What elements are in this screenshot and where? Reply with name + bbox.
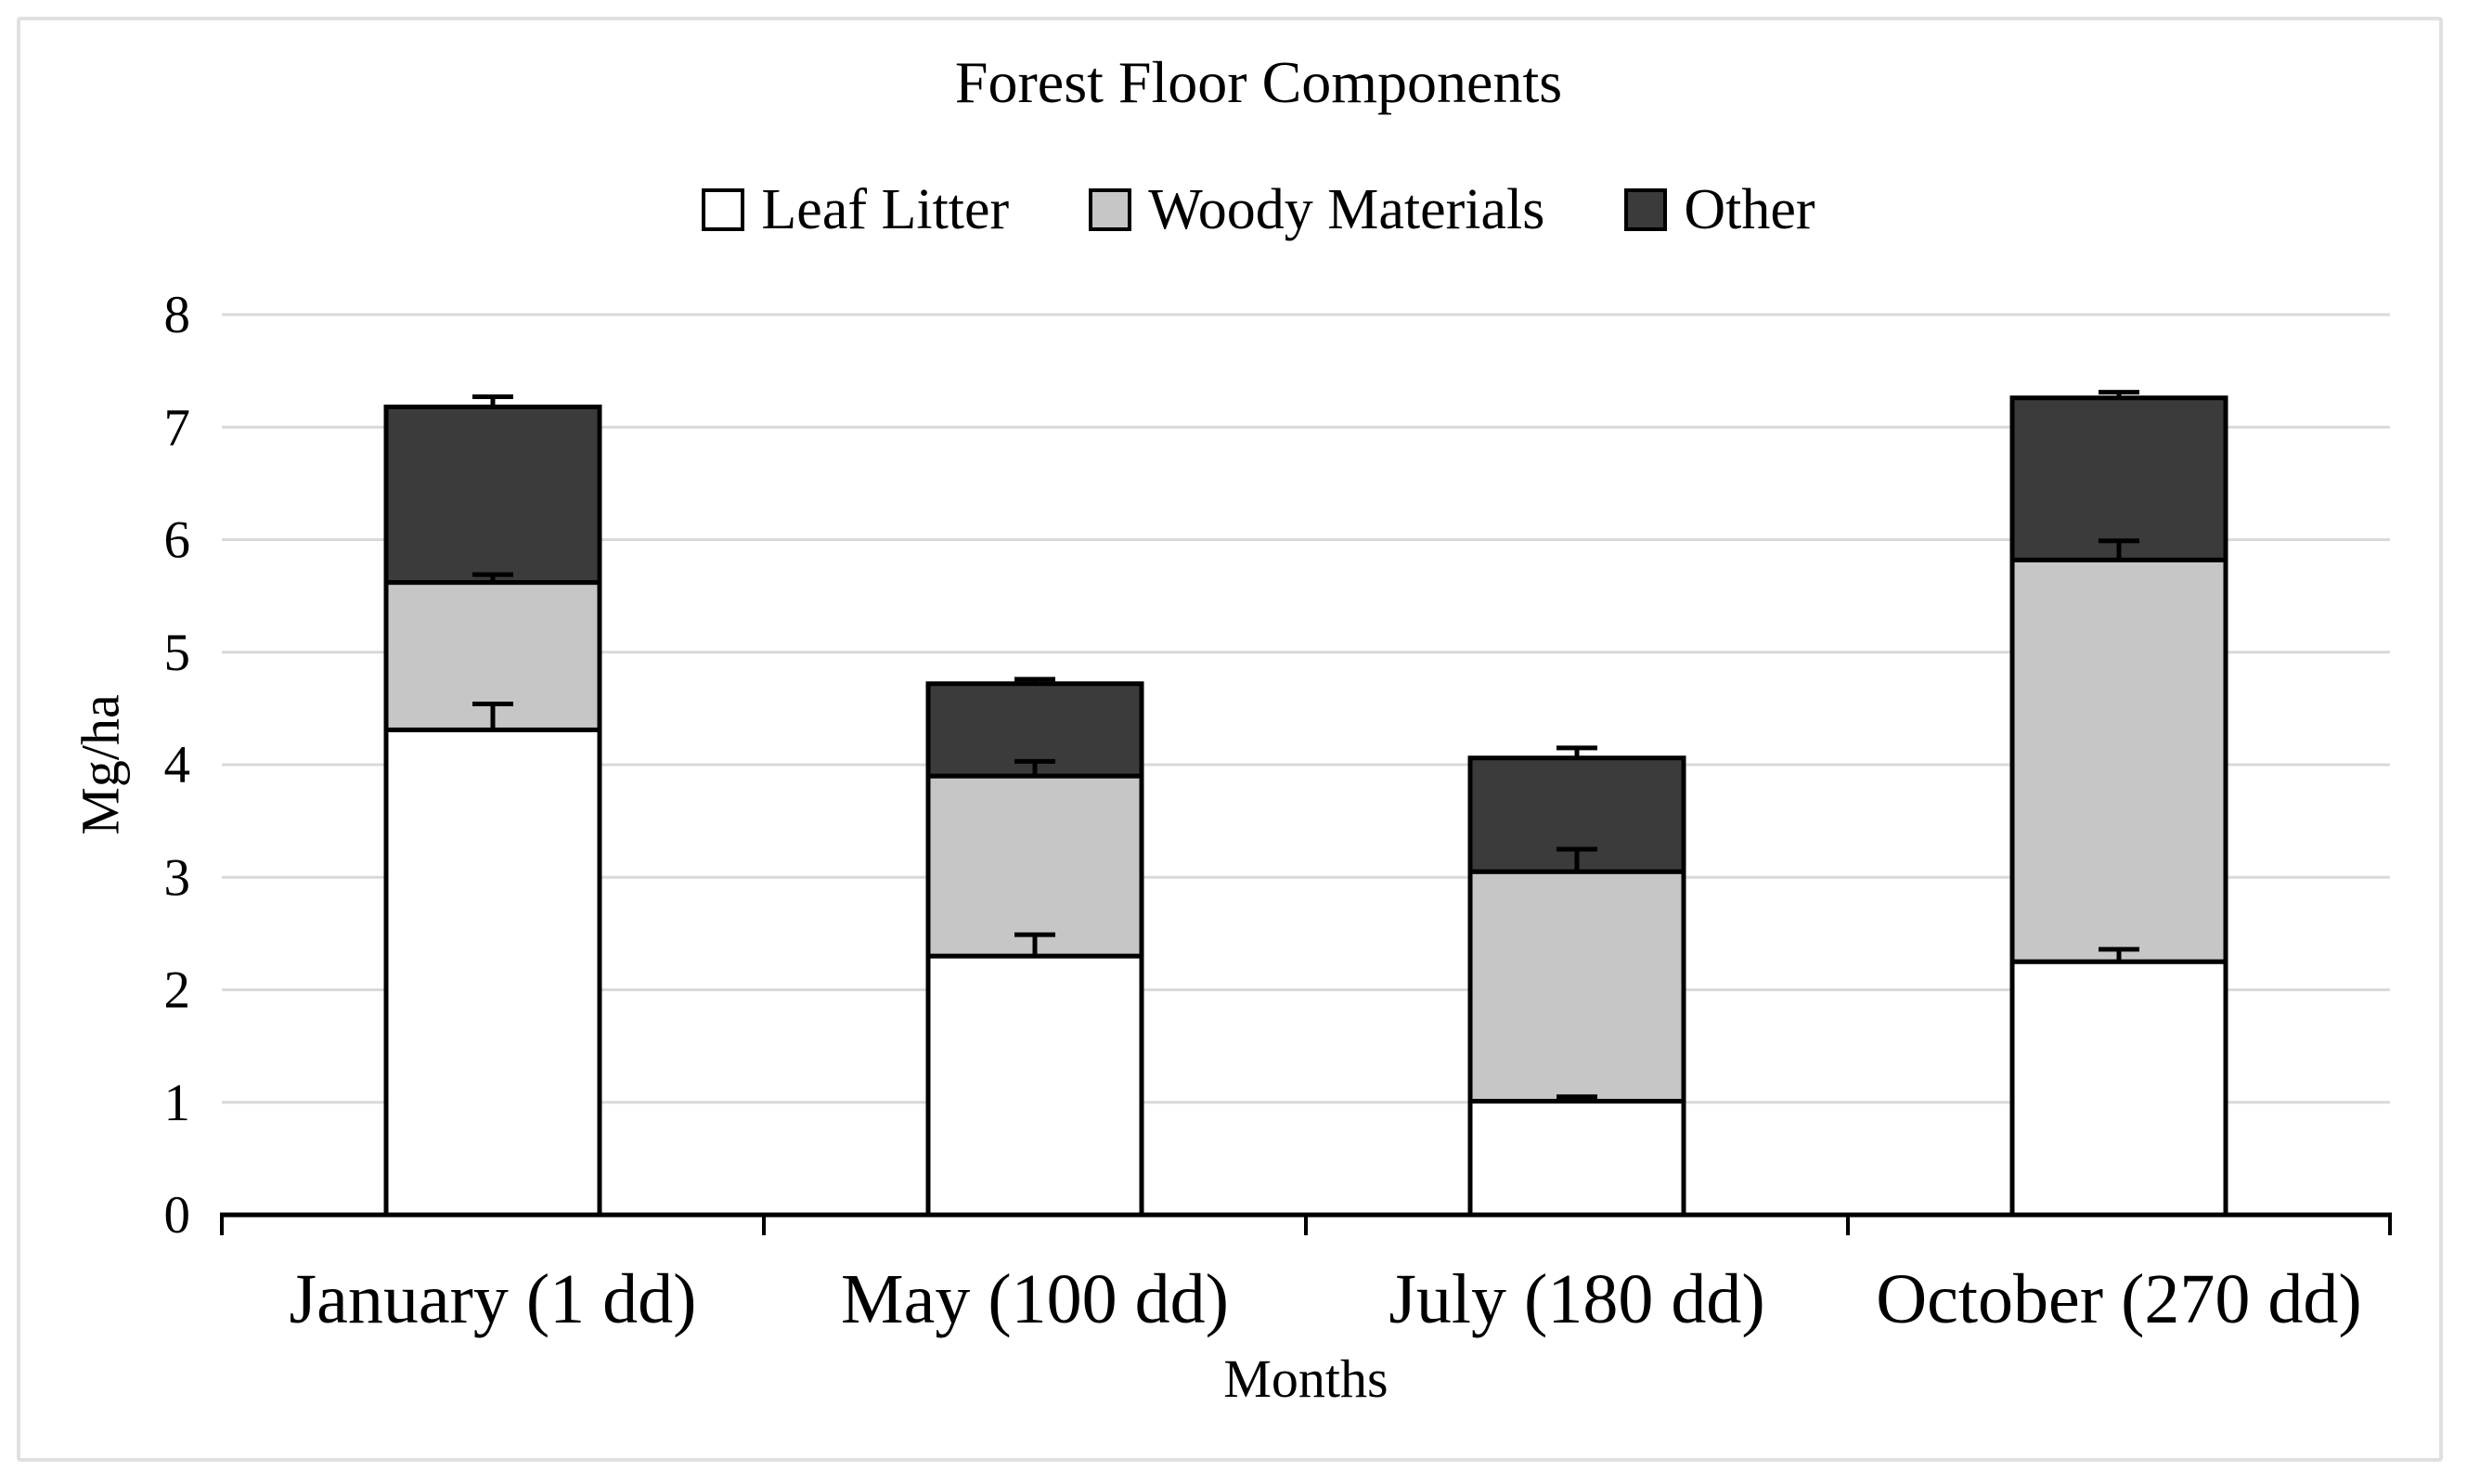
bar-segment: [1467, 869, 1686, 1104]
legend-label-other: Other: [1684, 177, 1815, 241]
bar-segment: [383, 727, 602, 1218]
y-axis-title: Mg/ha: [70, 694, 131, 835]
x-tick-label: October (270 dd): [1876, 1260, 2361, 1338]
x-tick-label: July (180 dd): [1389, 1260, 1764, 1338]
legend-swatch-other: [1624, 188, 1668, 231]
y-tick-label: 1: [164, 1074, 191, 1132]
legend: Leaf Litter Woody Materials Other: [130, 178, 2387, 241]
legend-item-leaf-litter: Leaf Litter: [702, 177, 1009, 243]
y-tick-label: 0: [164, 1186, 191, 1245]
y-tick-label: 7: [164, 398, 191, 457]
y-tick-label: 3: [164, 848, 191, 907]
y-tick-label: 6: [164, 511, 191, 570]
legend-label-woody-materials: Woody Materials: [1148, 177, 1545, 241]
x-tick-label: May (100 dd): [841, 1260, 1229, 1338]
bar-segment: [1467, 1099, 1686, 1218]
y-tick-label: 5: [164, 624, 191, 682]
x-axis-title: Months: [1223, 1349, 1389, 1409]
x-tick-label: January (1 dd): [290, 1260, 697, 1338]
legend-swatch-woody-materials: [1089, 188, 1132, 231]
bar-segment: [2009, 557, 2228, 964]
bar-segment: [2009, 395, 2228, 562]
y-tick-label: 2: [164, 961, 191, 1020]
legend-item-other: Other: [1624, 177, 1815, 243]
y-tick-label: 4: [164, 736, 191, 794]
bar-segment: [925, 953, 1144, 1218]
legend-swatch-leaf-litter: [702, 188, 745, 231]
y-tick-label: 8: [164, 286, 191, 344]
bar-segment: [383, 404, 602, 586]
bar-segment: [2009, 959, 2228, 1218]
chart-title: Forest Floor Components: [954, 49, 1563, 115]
bar-segment: [925, 773, 1144, 959]
legend-item-woody-materials: Woody Materials: [1089, 177, 1544, 243]
legend-label-leaf-litter: Leaf Litter: [761, 177, 1010, 241]
